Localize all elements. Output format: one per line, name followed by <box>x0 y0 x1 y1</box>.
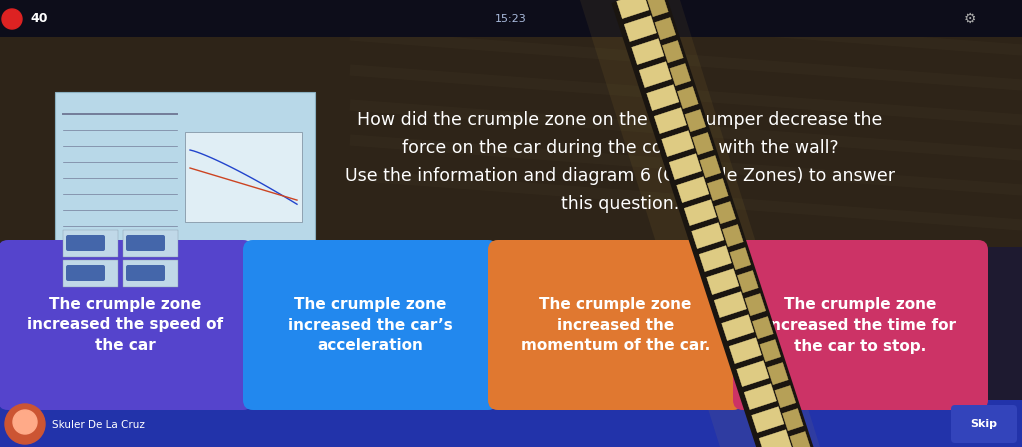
Polygon shape <box>662 41 684 63</box>
Polygon shape <box>707 178 729 201</box>
Polygon shape <box>783 409 803 431</box>
FancyBboxPatch shape <box>0 0 1022 37</box>
Text: The crumple zone
increased the
momentum of the car.: The crumple zone increased the momentum … <box>521 296 710 354</box>
Polygon shape <box>790 431 810 447</box>
Polygon shape <box>729 337 761 363</box>
Polygon shape <box>669 154 701 180</box>
Polygon shape <box>714 291 746 317</box>
Polygon shape <box>744 384 777 409</box>
Polygon shape <box>684 200 716 226</box>
FancyBboxPatch shape <box>66 235 105 251</box>
Polygon shape <box>580 0 820 447</box>
Polygon shape <box>677 177 709 202</box>
Polygon shape <box>647 84 679 110</box>
Text: 40: 40 <box>30 13 47 25</box>
Polygon shape <box>722 315 754 341</box>
Polygon shape <box>738 270 758 293</box>
Polygon shape <box>752 316 774 339</box>
Polygon shape <box>669 63 691 86</box>
Polygon shape <box>647 0 668 17</box>
FancyBboxPatch shape <box>733 240 988 410</box>
FancyBboxPatch shape <box>487 240 743 410</box>
FancyBboxPatch shape <box>123 230 178 257</box>
Text: The crumple zone
increased the time for
the car to stop.: The crumple zone increased the time for … <box>765 296 956 354</box>
FancyBboxPatch shape <box>126 235 165 251</box>
Circle shape <box>2 9 22 29</box>
Polygon shape <box>699 246 732 272</box>
FancyBboxPatch shape <box>0 0 1022 247</box>
FancyBboxPatch shape <box>55 92 315 292</box>
Polygon shape <box>768 363 788 385</box>
Polygon shape <box>692 132 713 155</box>
FancyBboxPatch shape <box>63 260 118 287</box>
Text: The crumple zone
increased the car’s
acceleration: The crumple zone increased the car’s acc… <box>288 296 453 354</box>
FancyBboxPatch shape <box>951 405 1017 443</box>
FancyBboxPatch shape <box>0 240 253 410</box>
Polygon shape <box>692 223 724 249</box>
FancyBboxPatch shape <box>0 400 1022 447</box>
Polygon shape <box>611 0 798 447</box>
Polygon shape <box>644 0 816 447</box>
Polygon shape <box>759 430 791 447</box>
FancyBboxPatch shape <box>185 132 301 222</box>
Circle shape <box>5 404 45 444</box>
Polygon shape <box>745 294 765 316</box>
FancyBboxPatch shape <box>126 265 165 281</box>
Polygon shape <box>723 224 743 247</box>
Text: How did the crumple zone on the rear bumper decrease the
force on the car during: How did the crumple zone on the rear bum… <box>345 111 895 213</box>
FancyBboxPatch shape <box>63 230 118 257</box>
Text: ⚙: ⚙ <box>964 12 976 26</box>
Polygon shape <box>706 269 739 295</box>
Text: 15:23: 15:23 <box>495 14 527 24</box>
Polygon shape <box>661 131 694 156</box>
Polygon shape <box>632 38 664 64</box>
Polygon shape <box>654 108 687 134</box>
FancyBboxPatch shape <box>0 247 1022 447</box>
Polygon shape <box>752 407 784 433</box>
FancyBboxPatch shape <box>123 260 178 287</box>
FancyBboxPatch shape <box>66 265 105 281</box>
Polygon shape <box>700 156 721 178</box>
Polygon shape <box>678 87 698 109</box>
Polygon shape <box>639 62 671 88</box>
Polygon shape <box>737 361 769 387</box>
Polygon shape <box>760 340 781 362</box>
Polygon shape <box>715 202 736 224</box>
Text: Skip: Skip <box>971 419 997 429</box>
Polygon shape <box>655 17 676 40</box>
FancyBboxPatch shape <box>243 240 498 410</box>
Text: Skuler De La Cruz: Skuler De La Cruz <box>52 420 145 430</box>
Polygon shape <box>616 0 649 19</box>
Polygon shape <box>775 385 796 408</box>
Polygon shape <box>685 110 706 132</box>
Circle shape <box>13 410 37 434</box>
Text: The crumple zone
increased the speed of
the car: The crumple zone increased the speed of … <box>28 296 224 354</box>
Polygon shape <box>730 248 751 270</box>
Polygon shape <box>624 16 656 42</box>
